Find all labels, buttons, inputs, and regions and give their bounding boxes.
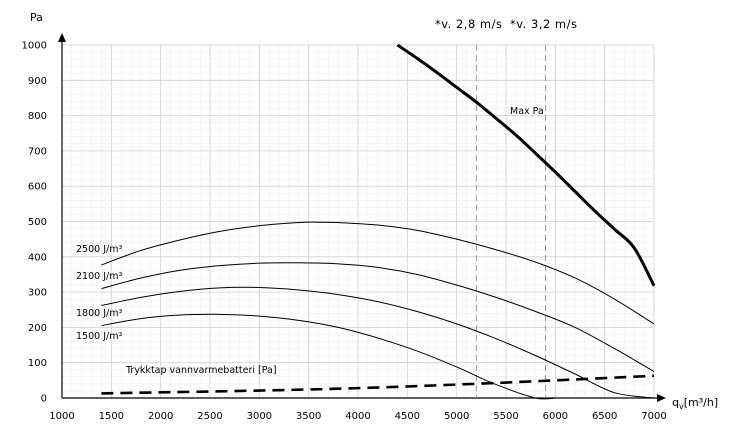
series-lines [101, 43, 656, 400]
y-tick-label: 900 [28, 76, 47, 87]
x-tick-label: 2000 [148, 411, 173, 422]
x-tick-label: 4500 [395, 411, 420, 422]
series-label: 1800 J/m³ [76, 308, 122, 319]
y-tick-label: 1000 [22, 41, 47, 52]
y-tick-label: 700 [28, 146, 47, 157]
series-label: 1500 J/m³ [76, 331, 122, 342]
series-line [396, 43, 656, 287]
y-tick-label: 800 [28, 111, 47, 122]
y-tick-label: 600 [28, 182, 47, 193]
x-axis-label-sub: v [679, 402, 684, 411]
x-axis-arrow-icon [657, 394, 666, 402]
series-labels: Max Pa 2500 J/m³ 2100 J/m³ 1800 J/m³ 1500 J/… [76, 106, 544, 376]
x-axis-label-unit: [m³/h] [684, 396, 718, 409]
series-label: Trykktap vannvarmebatteri [Pa] [125, 365, 277, 376]
tick-labels: 1000 1500 2000 2500 3000 3500 4000 4500 5000 5500… [22, 41, 667, 423]
x-tick-label: 3500 [296, 411, 321, 422]
y-tick-label: 400 [28, 252, 47, 263]
y-axis-arrow-icon [58, 33, 66, 42]
x-tick-label: 5500 [493, 411, 518, 422]
y-axis-label: Pa [30, 11, 43, 24]
reference-lines: *v. 2,8 m/s *v. 3,2 m/s [435, 17, 578, 398]
x-tick-label: 2500 [197, 411, 222, 422]
series-line [101, 262, 655, 372]
y-tick-label: 500 [28, 217, 47, 228]
series-line [101, 286, 655, 399]
reference-line-label: *v. 3,2 m/s [510, 17, 578, 31]
axes [58, 33, 666, 402]
x-tick-label: 3000 [247, 411, 272, 422]
series-label: 2100 J/m³ [76, 271, 122, 282]
x-tick-label: 6000 [543, 411, 568, 422]
series-line [101, 221, 655, 325]
grid [61, 44, 655, 399]
series-line [101, 374, 655, 395]
series-line [101, 313, 556, 400]
series-label: Max Pa [510, 106, 544, 117]
y-tick-label: 200 [28, 323, 47, 334]
x-tick-label: 4000 [345, 411, 370, 422]
y-tick-label: 100 [28, 358, 47, 369]
x-tick-label: 6500 [592, 411, 617, 422]
x-tick-label: 1500 [99, 411, 124, 422]
x-axis-label: qv[m³/h] [672, 396, 718, 411]
x-tick-label: 5000 [444, 411, 469, 422]
reference-line-label: *v. 2,8 m/s [435, 17, 503, 31]
x-tick-label: 1000 [49, 411, 74, 422]
series-label: 2500 J/m³ [76, 244, 122, 255]
y-tick-label: 300 [28, 288, 47, 299]
x-axis-label-main: q [672, 396, 679, 409]
x-tick-label: 7000 [641, 411, 666, 422]
y-tick-label: 0 [41, 394, 47, 405]
